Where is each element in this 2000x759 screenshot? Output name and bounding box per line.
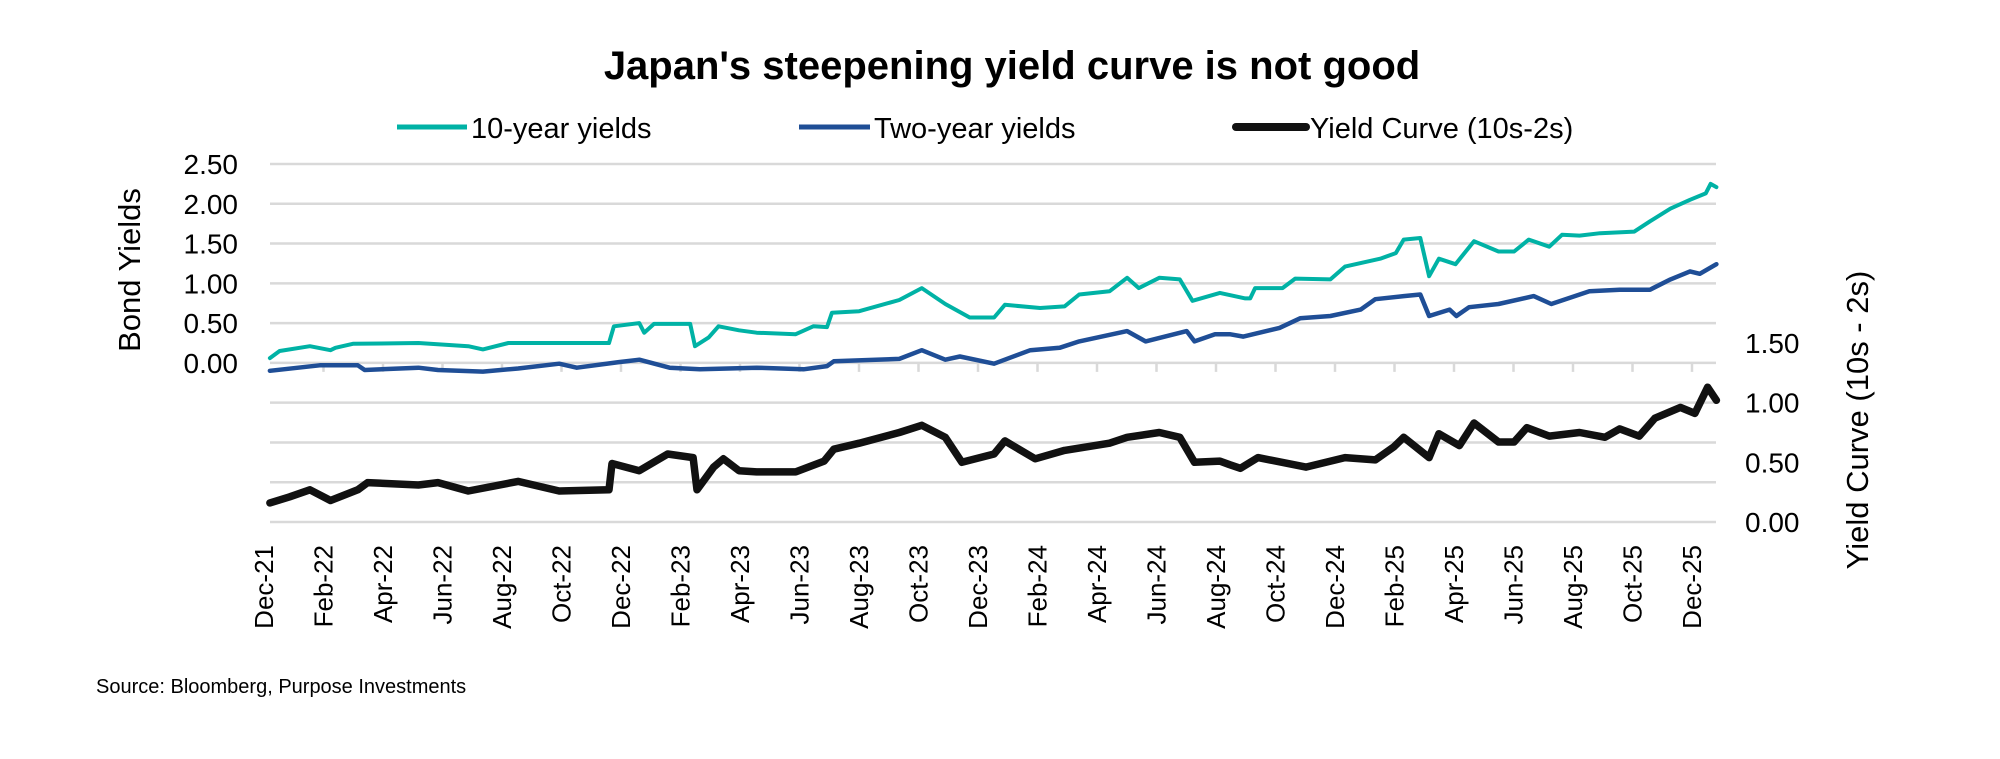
left-axis-title: Bond Yields xyxy=(112,188,147,352)
right-axis: 0.00 0.50 1.00 1.50 xyxy=(1745,328,1800,538)
left-axis: 0.00 0.50 1.00 1.50 2.00 2.50 xyxy=(184,149,239,379)
x-tick-label: Aug-22 xyxy=(487,545,517,629)
x-tick-label: Apr-25 xyxy=(1439,545,1469,623)
x-tick-label: Aug-24 xyxy=(1201,545,1231,629)
left-tick-label: 2.50 xyxy=(184,149,239,180)
right-axis-title: Yield Curve (10s - 2s) xyxy=(1840,271,1875,570)
x-tick-label: Jun-24 xyxy=(1142,545,1172,625)
series-lines xyxy=(266,181,1721,507)
legend-label-yield-curve: Yield Curve (10s-2s) xyxy=(1310,113,1573,145)
x-tick-label: Oct-25 xyxy=(1618,545,1648,623)
legend-label-two-year: Two-year yields xyxy=(874,113,1075,145)
x-tick-label: Dec-22 xyxy=(606,545,636,629)
x-tick-label: Oct-23 xyxy=(904,545,934,623)
left-tick-label: 0.50 xyxy=(184,308,239,339)
x-tick-label: Apr-22 xyxy=(368,545,398,623)
series-yield-curve-line xyxy=(266,383,1721,507)
gridlines xyxy=(270,162,1716,524)
x-tick-label: Jun-22 xyxy=(428,545,458,625)
right-tick-label: 0.00 xyxy=(1745,507,1800,538)
right-tick-label: 1.00 xyxy=(1745,388,1800,419)
chart-title: Japan's steepening yield curve is not go… xyxy=(604,44,1420,88)
right-tick-label: 0.50 xyxy=(1745,447,1800,478)
x-tick-label: Feb-22 xyxy=(309,545,339,627)
x-tick-label: Apr-23 xyxy=(725,545,755,623)
right-tick-label: 1.50 xyxy=(1745,328,1800,359)
x-tick-label: Jun-23 xyxy=(785,545,815,625)
x-tick-label: Oct-24 xyxy=(1261,545,1291,623)
x-tick-label: Aug-23 xyxy=(844,545,874,629)
x-tick-label: Dec-21 xyxy=(249,545,279,629)
x-axis: Dec-21 Feb-22 Apr-22 Jun-22 Aug-22 Oct-22 Dec-… xyxy=(249,362,1707,629)
x-tick-label: Jun-25 xyxy=(1499,545,1529,625)
x-tick-label: Feb-23 xyxy=(666,545,696,627)
source-note: Source: Bloomberg, Purpose Investments xyxy=(96,676,467,698)
legend: 10-year yields Two-year yields Yield Cur… xyxy=(397,113,1573,145)
x-tick-label: Aug-25 xyxy=(1558,545,1588,629)
x-tick-label: Feb-25 xyxy=(1380,545,1410,627)
left-tick-label: 0.00 xyxy=(184,348,239,379)
series-10-year-line xyxy=(267,181,1719,361)
legend-label-10-year: 10-year yields xyxy=(471,113,652,145)
x-tick-label: Dec-23 xyxy=(963,545,993,629)
x-tick-label: Dec-25 xyxy=(1677,545,1707,629)
left-tick-label: 2.00 xyxy=(184,189,239,220)
x-tick-label: Apr-24 xyxy=(1082,545,1112,623)
series-two-year-line xyxy=(267,261,1719,374)
left-tick-label: 1.50 xyxy=(184,229,239,260)
x-tick-label: Dec-24 xyxy=(1320,545,1350,629)
left-tick-label: 1.00 xyxy=(184,268,239,299)
x-tick-label: Oct-22 xyxy=(547,545,577,623)
x-tick-label: Feb-24 xyxy=(1023,545,1053,627)
